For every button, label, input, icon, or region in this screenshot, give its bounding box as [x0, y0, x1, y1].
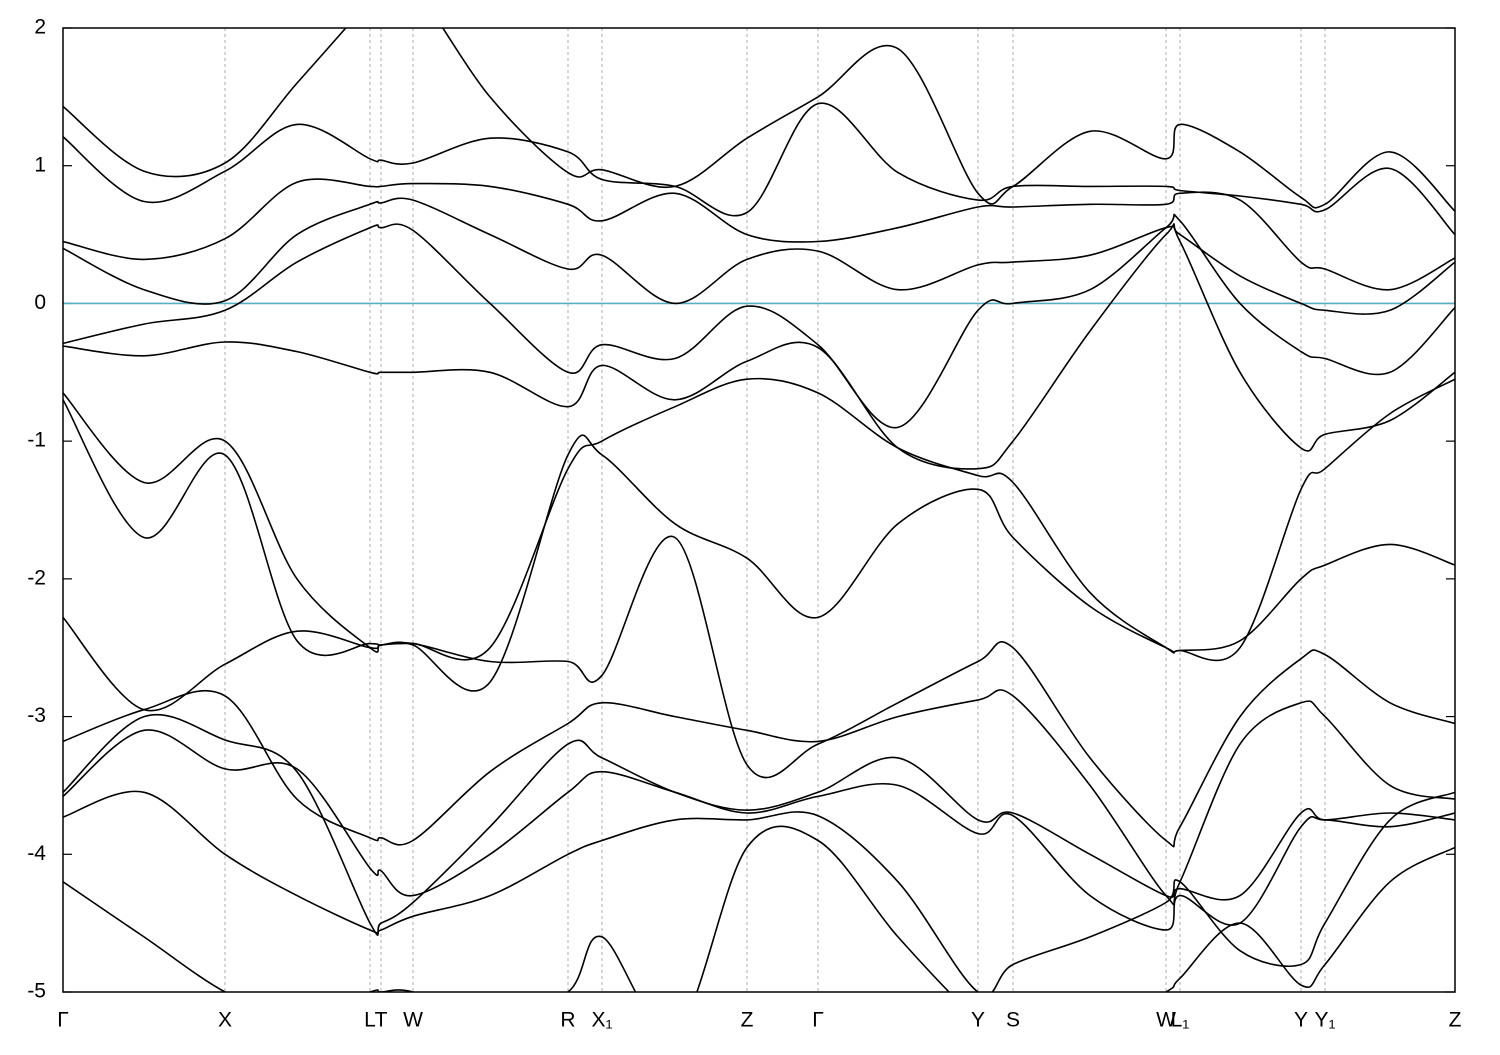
- bands: [63, 28, 1455, 992]
- y-tick-label: -2: [27, 566, 46, 589]
- x-tick-label: Γ: [57, 1009, 69, 1032]
- band-line: [63, 223, 1455, 470]
- x-tick-label: S: [1006, 1009, 1020, 1032]
- x-tick-label: Γ: [812, 1009, 824, 1032]
- x-tick-label: R: [560, 1009, 575, 1032]
- grid: [62, 27, 1456, 993]
- y-tick-label: 2: [34, 16, 46, 39]
- y-tick-label: 0: [34, 291, 46, 314]
- x-tick-label: X: [218, 1009, 232, 1032]
- y-tick-label: -1: [27, 429, 46, 452]
- band-line: [63, 178, 1455, 291]
- y-tick-label: -5: [27, 980, 46, 1003]
- band-line: [63, 197, 1455, 315]
- y-tick-label: 1: [34, 153, 46, 176]
- x-tick-label: L: [364, 1009, 376, 1032]
- band-line: [63, 729, 1455, 931]
- band-line: [63, 377, 1455, 662]
- x-tick-label: Y: [971, 1009, 985, 1032]
- band-line: [63, 713, 1455, 936]
- x-tick-label: Z: [741, 1009, 754, 1032]
- plot-frame: [62, 27, 1456, 993]
- x-tick-label: L₁: [1171, 1009, 1190, 1032]
- band-line: [63, 28, 1455, 212]
- band-line: [63, 689, 1455, 906]
- band-line: [63, 102, 1455, 236]
- x-tick-label: T: [375, 1009, 388, 1032]
- y-tick-label: -3: [27, 704, 46, 727]
- band-line: [63, 399, 1455, 692]
- x-tick-label: Z: [1449, 1009, 1462, 1032]
- band-line: [63, 790, 1455, 992]
- band-line: [63, 535, 1455, 848]
- x-tick-label: Y: [1294, 1009, 1308, 1032]
- y-tick-label: -4: [27, 842, 46, 865]
- x-tick-label: W: [1156, 1009, 1176, 1032]
- x-tick-label: Y₁: [1314, 1009, 1335, 1032]
- band-line: [63, 825, 1455, 992]
- x-tick-label: W: [403, 1009, 423, 1032]
- labels: 210-1-2-3-4-5Γ X LT W R X₁ Z Γ Y S WL₁ Y Y₁ Z: [27, 16, 1461, 1032]
- x-tick-label: X₁: [591, 1009, 612, 1032]
- band-line: [63, 213, 1455, 429]
